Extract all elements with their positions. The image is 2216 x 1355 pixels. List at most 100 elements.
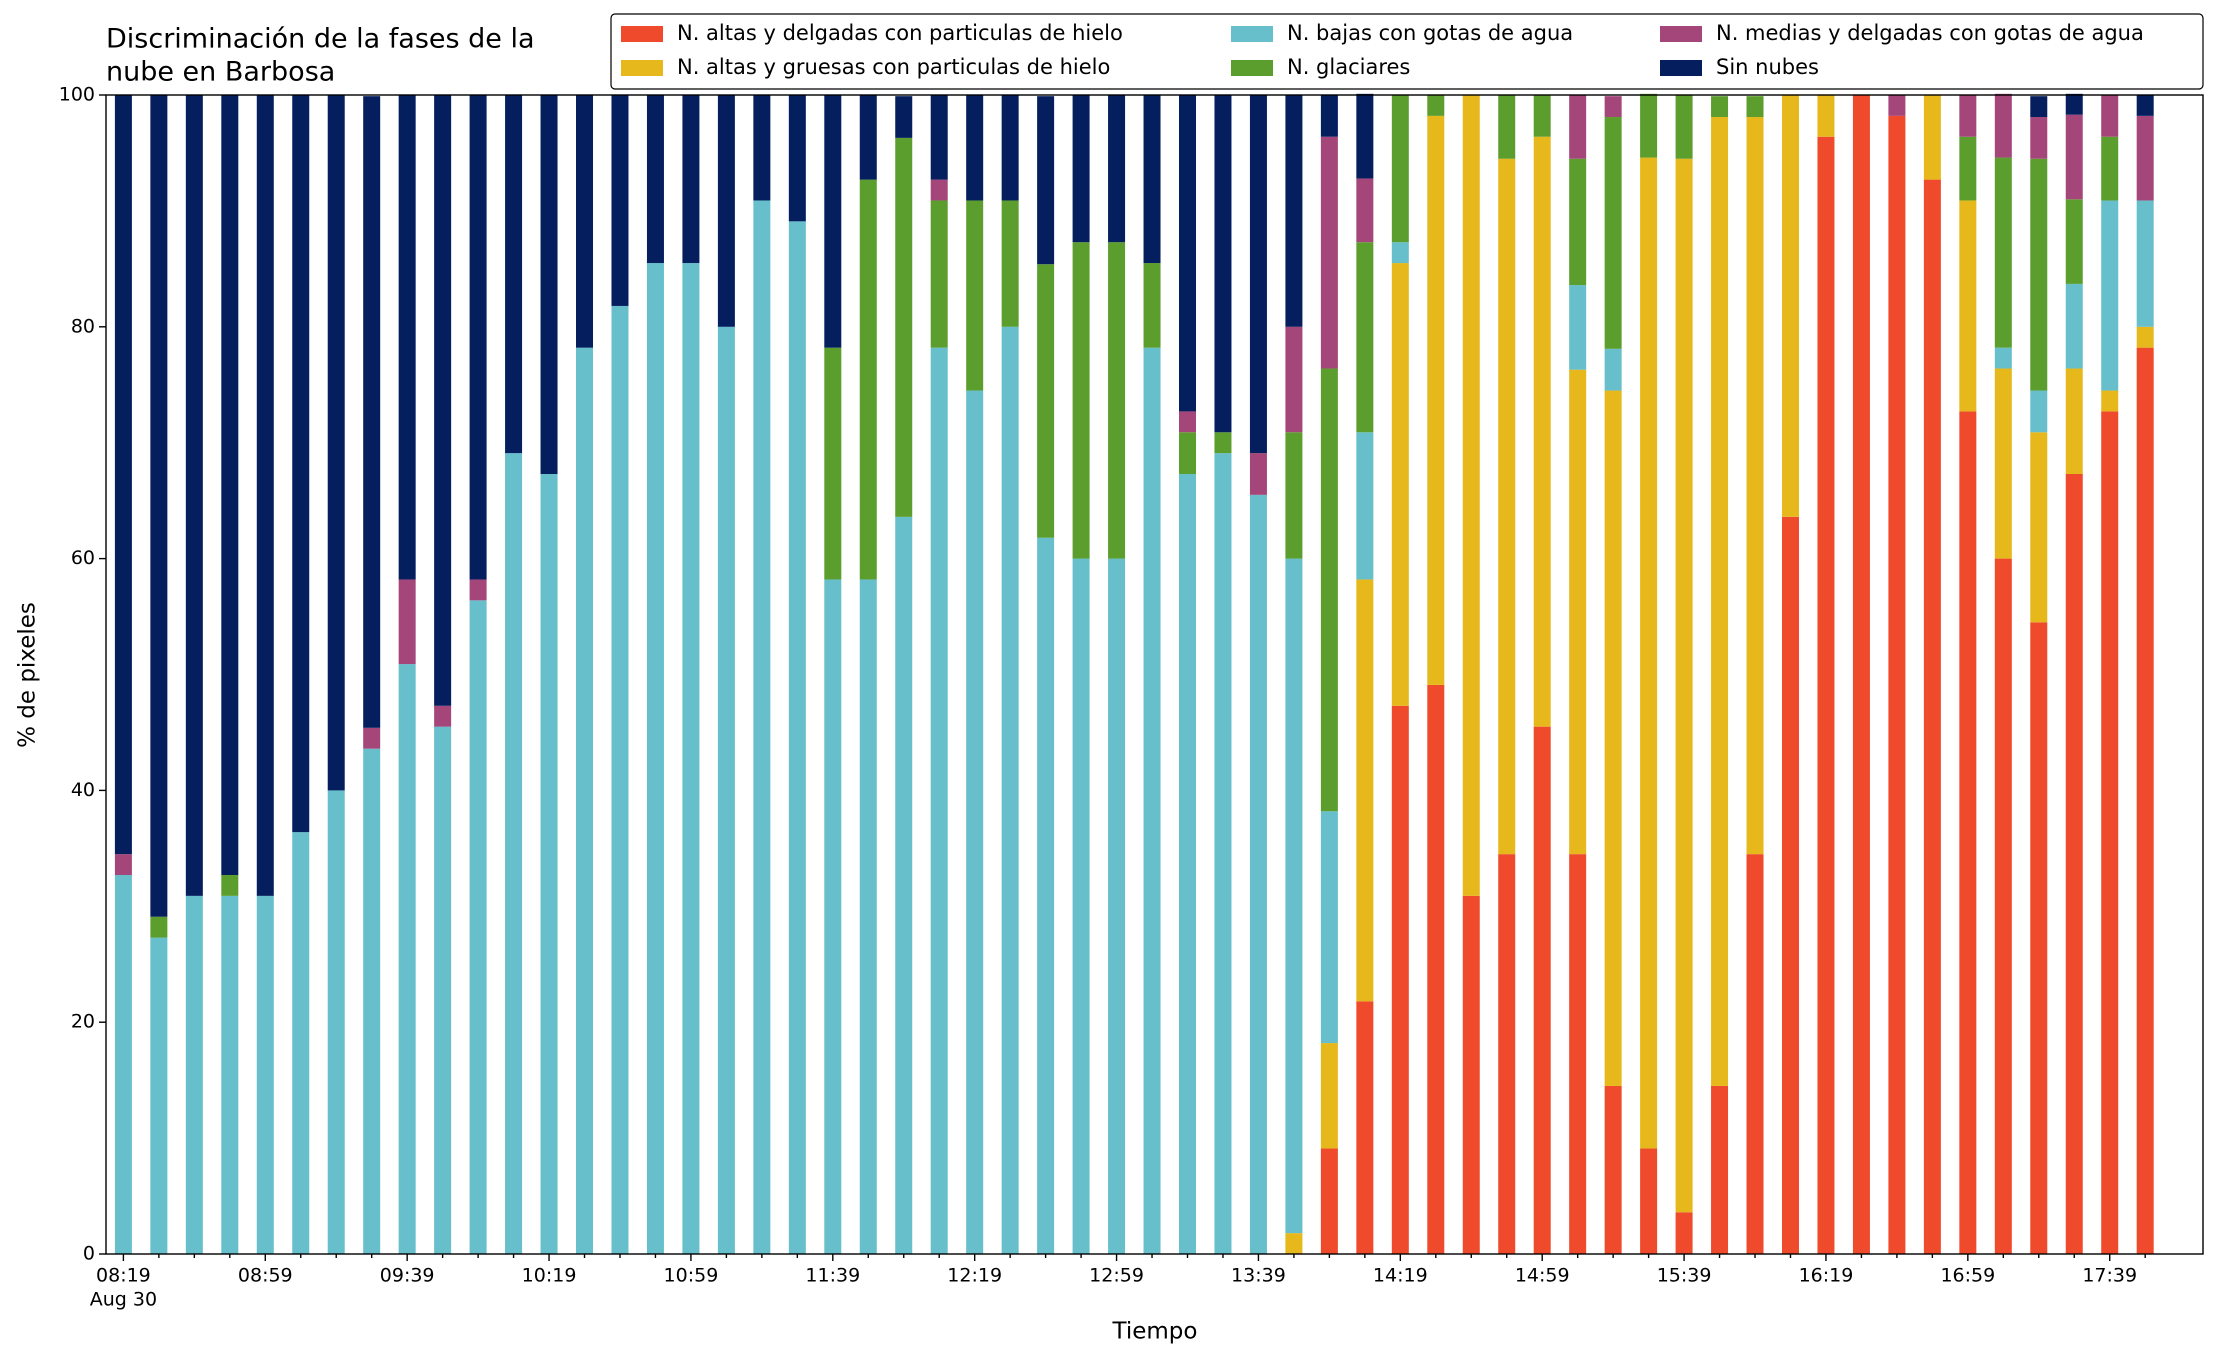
bar-segment [221,875,239,896]
bar-segment [1391,242,1409,264]
bar-segment [540,473,558,1254]
bar-segment [1994,368,2012,559]
x-tick-label: 10:59 [664,1265,719,1287]
bar-segment [2136,326,2154,348]
x-tick-label: 12:59 [1089,1265,1144,1287]
legend-label: N. medias y delgadas con gotas de agua [1716,21,2144,45]
bar-segment [1640,157,1658,1149]
bar-segment [1285,326,1303,433]
bar-segment [1037,96,1055,265]
bar-segment [1569,95,1587,159]
bar-segment [2030,622,2048,1254]
bar-segment [1320,1148,1338,1254]
bar-segment [1746,96,1764,118]
bar-segment [1179,411,1196,433]
bar-segment [1072,242,1090,559]
bar-segment [859,95,877,180]
plot-frame [105,94,2204,1255]
y-tick-label: 80 [71,315,95,337]
bar-segment [1498,854,1516,1254]
bar-segment [1640,1148,1658,1254]
bar-segment [1356,1001,1374,1254]
bar-segment [1923,95,1941,180]
bar-segment [1285,558,1303,1234]
bar-segment [1285,1233,1303,1254]
bar-segment [895,516,913,1254]
bar-segment [1072,95,1090,243]
bar-segment [292,832,310,1254]
bar-segment [2101,95,2119,137]
bar-segment [1533,726,1551,1254]
bar-segment [1391,95,1409,243]
bar-segment [1994,347,2012,369]
bar-segment [1320,811,1338,1044]
bar-segment [753,200,771,1254]
bar-segment [646,95,664,264]
bar-segment [1888,115,1906,1254]
bar-segment [1675,1212,1693,1254]
bar-segment [469,579,487,601]
bar-segment [895,96,913,138]
x-date-label: Aug 30 [90,1289,157,1311]
bar-segment [717,326,735,1254]
bar-segment [1959,136,1977,201]
bar-segment [966,200,984,391]
bar-segment [1001,200,1019,327]
bar-segment [1143,95,1161,264]
legend-swatch [1231,60,1273,76]
legend-swatch [1231,26,1273,42]
bar-segment [788,95,806,222]
x-tick-label: 08:59 [238,1265,293,1287]
bar-segment [1817,136,1835,1254]
y-tick-label: 100 [59,84,95,106]
bar-segment [505,95,523,454]
bar-segment [1711,1085,1729,1254]
bar-segment [2065,199,2083,284]
bar-segment [221,895,239,1254]
bar-segment [540,95,558,474]
legend-label: N. altas y gruesas con particulas de hie… [677,55,1110,79]
bar-segment [1179,95,1196,412]
bar-segment [2030,390,2048,433]
bar-segment [1427,95,1445,116]
bar-segment [1179,432,1196,474]
bar-segment [930,200,948,348]
bar-segment [1249,95,1267,454]
bar-segment [1604,96,1622,118]
bar-segment [1001,95,1019,201]
bar-segment [1249,494,1267,1255]
bar-segment [1746,854,1764,1254]
bar-segment [1498,158,1516,855]
y-axis-label: % de pixeles [15,602,41,748]
bar-segment [398,95,416,580]
x-tick-label: 12:19 [947,1265,1002,1287]
bar-segment [2136,200,2154,327]
bar-segment [1356,432,1374,580]
bar-segment [434,95,452,706]
bar-segment [327,95,345,791]
bar-segment [1249,453,1267,495]
bar-segment [1533,95,1551,137]
bar-segment [1001,326,1019,1254]
bar-segment [859,179,877,580]
bar-segment [2030,158,2048,391]
y-tick-label: 20 [71,1011,95,1033]
bar-segment [682,263,700,1254]
bar-segment [150,95,168,917]
bar-segment [505,453,523,1255]
bar-segment [185,95,203,896]
bar-segment [646,263,664,1254]
x-tick-label: 14:59 [1515,1265,1570,1287]
bar-segment [434,705,452,727]
x-axis-label: Tiempo [1112,1319,1198,1345]
bar-segment [824,95,842,348]
bar-segment [1994,93,2012,158]
bar-segment [2065,473,2083,1254]
bar-segment [1888,95,1906,116]
bar-segment [1994,157,2012,348]
x-tick-label: 15:39 [1657,1265,1712,1287]
bar-segment [185,895,203,1254]
bar-segment [1817,95,1835,137]
bar-segment [1356,579,1374,1002]
